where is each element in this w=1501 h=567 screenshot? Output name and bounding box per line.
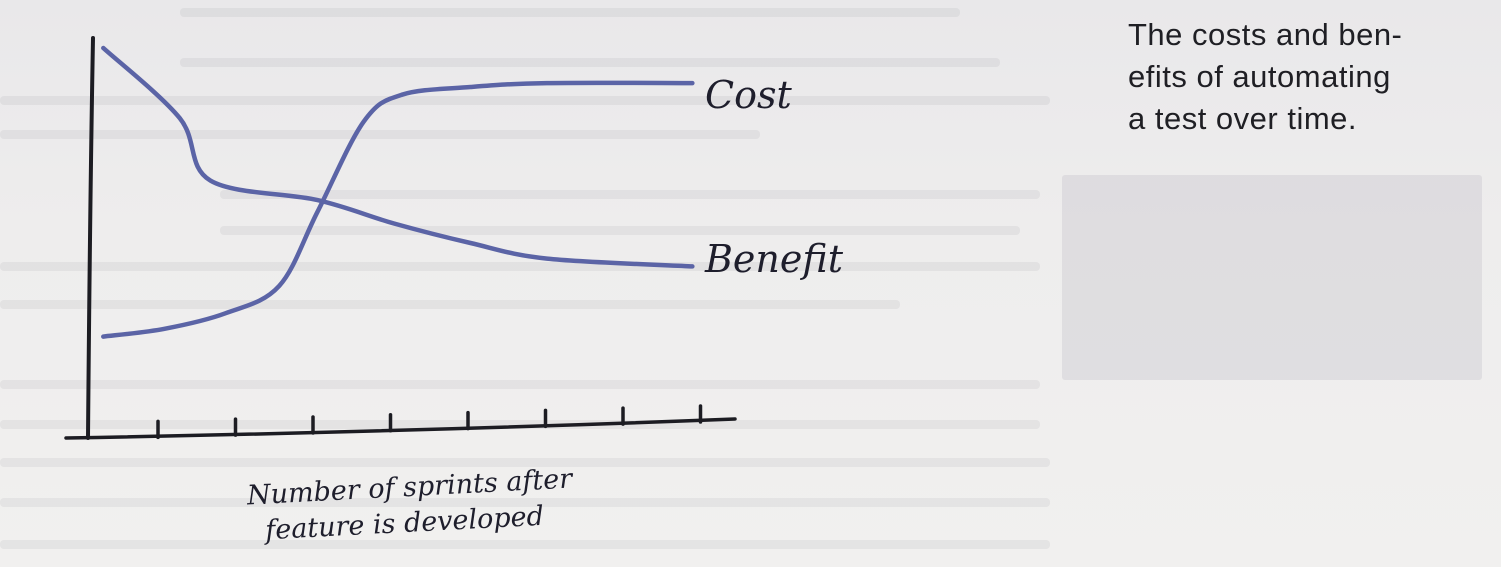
x-axis-ticks [156, 404, 703, 440]
y-axis [86, 36, 95, 440]
chart-axes [64, 36, 737, 440]
x-axis [64, 417, 737, 440]
caption-line-1: The costs and ben- [1128, 17, 1403, 52]
figure-caption: The costs and ben- efits of automating a… [1128, 14, 1488, 140]
series-labels: Cost Benefit [704, 73, 844, 281]
series-label-benefit: Benefit [704, 237, 844, 281]
caption-line-2: efits of automating [1128, 59, 1391, 94]
series-label-cost: Cost [705, 73, 792, 117]
series-lines [101, 45, 695, 339]
series-line-cost [101, 80, 695, 339]
series-line-benefit [101, 45, 695, 269]
caption-line-3: a test over time. [1128, 101, 1358, 136]
